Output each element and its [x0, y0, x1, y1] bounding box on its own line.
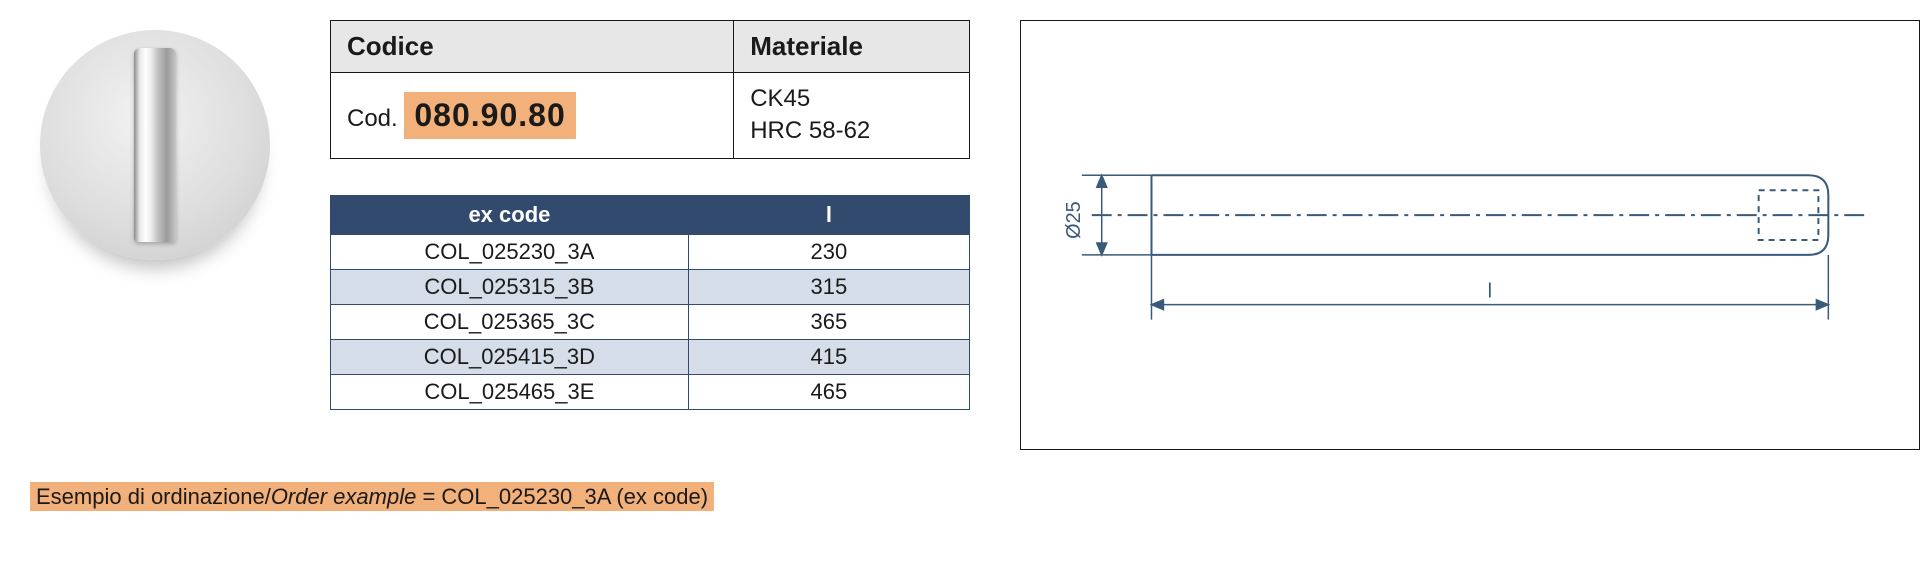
col-header-l: l — [688, 195, 969, 234]
code-prefix: Cod. — [347, 105, 398, 132]
cell-l: 415 — [688, 339, 969, 374]
material-line2: HRC 58-62 — [750, 117, 870, 144]
dim-diameter-label: Ø25 — [1063, 201, 1085, 239]
dim-length-label: l — [1488, 281, 1492, 303]
info-code-cell: Cod. 080.90.80 — [331, 73, 734, 159]
info-material-cell: CK45 HRC 58-62 — [734, 73, 970, 159]
cell-excode: COL_025315_3B — [331, 269, 689, 304]
col-header-excode: ex code — [331, 195, 689, 234]
order-example: Esempio di ordinazione/Order example = C… — [30, 484, 1890, 510]
table-row: COL_025315_3B 315 — [331, 269, 970, 304]
cell-excode: COL_025465_3E — [331, 374, 689, 409]
cell-l: 230 — [688, 234, 969, 269]
technical-drawing: Ø25 l — [1020, 20, 1920, 450]
footer-text-it: Esempio di ordinazione/ — [36, 484, 271, 509]
cell-excode: COL_025365_3C — [331, 304, 689, 339]
cell-l: 315 — [688, 269, 969, 304]
product-image — [30, 20, 280, 260]
cell-l: 365 — [688, 304, 969, 339]
info-table: Codice Materiale Cod. 080.90.80 CK45 HRC… — [330, 20, 970, 159]
cell-excode: COL_025415_3D — [331, 339, 689, 374]
material-line1: CK45 — [750, 85, 810, 112]
footer-text-rest: = COL_025230_3A (ex code) — [416, 484, 708, 509]
table-row: COL_025230_3A 230 — [331, 234, 970, 269]
table-row: COL_025415_3D 415 — [331, 339, 970, 374]
info-header-material: Materiale — [734, 21, 970, 73]
footer-text-en: Order example — [271, 484, 417, 509]
data-table: ex code l COL_025230_3A 230 COL_025315_3… — [330, 195, 970, 410]
code-value: 080.90.80 — [404, 92, 575, 139]
drawing-svg: Ø25 l — [1021, 21, 1919, 449]
info-header-code: Codice — [331, 21, 734, 73]
product-coin — [40, 30, 270, 260]
product-pin — [134, 48, 176, 241]
table-row: COL_025365_3C 365 — [331, 304, 970, 339]
cell-l: 465 — [688, 374, 969, 409]
table-row: COL_025465_3E 465 — [331, 374, 970, 409]
cell-excode: COL_025230_3A — [331, 234, 689, 269]
